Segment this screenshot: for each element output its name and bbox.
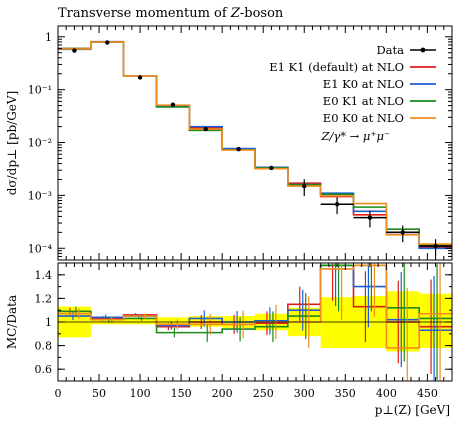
x-tick-label: 250 <box>253 387 274 400</box>
uncertainty-band <box>123 318 157 325</box>
data-point <box>72 48 77 53</box>
data-point <box>203 126 208 132</box>
data-point <box>433 243 438 249</box>
ratio-y-tick-label: 0.8 <box>35 340 53 353</box>
x-tick-label: 300 <box>294 387 315 400</box>
x-tick-label: 150 <box>171 387 192 400</box>
data-point <box>367 215 373 220</box>
legend-label: E1 K1 (default) at NLO <box>269 60 404 74</box>
legend-label-data: Data <box>376 43 404 57</box>
ratio-y-axis-label: MC/Data <box>5 295 19 349</box>
uncertainty-band <box>419 293 452 348</box>
ratio-y-tick-label: 1 <box>45 316 52 329</box>
x-tick-label: 50 <box>92 387 106 400</box>
x-tick-label: 350 <box>335 387 356 400</box>
data-point <box>334 202 340 207</box>
y-tick-label: 10⁻³ <box>28 189 52 202</box>
y-tick-label: 10⁻² <box>28 137 52 150</box>
legend-marker-data <box>420 47 426 53</box>
data-point <box>400 230 405 235</box>
legend-label: E0 K1 at NLO <box>323 94 404 108</box>
uncertainty-band <box>320 297 354 348</box>
mc-series-line <box>58 41 452 245</box>
ratio-y-tick-label: 0.6 <box>35 363 53 376</box>
data-point <box>170 102 176 107</box>
x-tick-label: 200 <box>212 387 233 400</box>
data-point <box>137 75 143 80</box>
y-tick-label: 10⁻⁴ <box>28 242 53 255</box>
legend-label: E1 K0 at NLO <box>323 77 404 91</box>
x-axis-label: p⊥(Z) [GeV] <box>375 403 450 417</box>
ratio-y-tick-label: 1.2 <box>35 292 53 305</box>
data-point <box>302 183 307 189</box>
legend-process-label: Z/γ* → μ⁺μ⁻ <box>320 129 390 143</box>
y-tick-label: 10⁻¹ <box>28 84 52 97</box>
data-point <box>105 40 110 45</box>
chart-title: Transverse momentum of Z-boson <box>58 6 284 21</box>
x-tick-label: 450 <box>417 387 438 400</box>
x-tick-label: 0 <box>55 387 62 400</box>
legend-label: E0 K0 at NLO <box>323 111 404 125</box>
ratio-y-tick-label: 1.4 <box>35 269 53 282</box>
y-axis-label: dσ/dp⊥ [pb/GeV] <box>5 91 19 196</box>
x-tick-label: 400 <box>376 387 397 400</box>
data-point <box>269 165 274 171</box>
x-tick-label: 100 <box>130 387 151 400</box>
data-point <box>236 146 241 152</box>
y-tick-label: 1 <box>45 31 52 44</box>
